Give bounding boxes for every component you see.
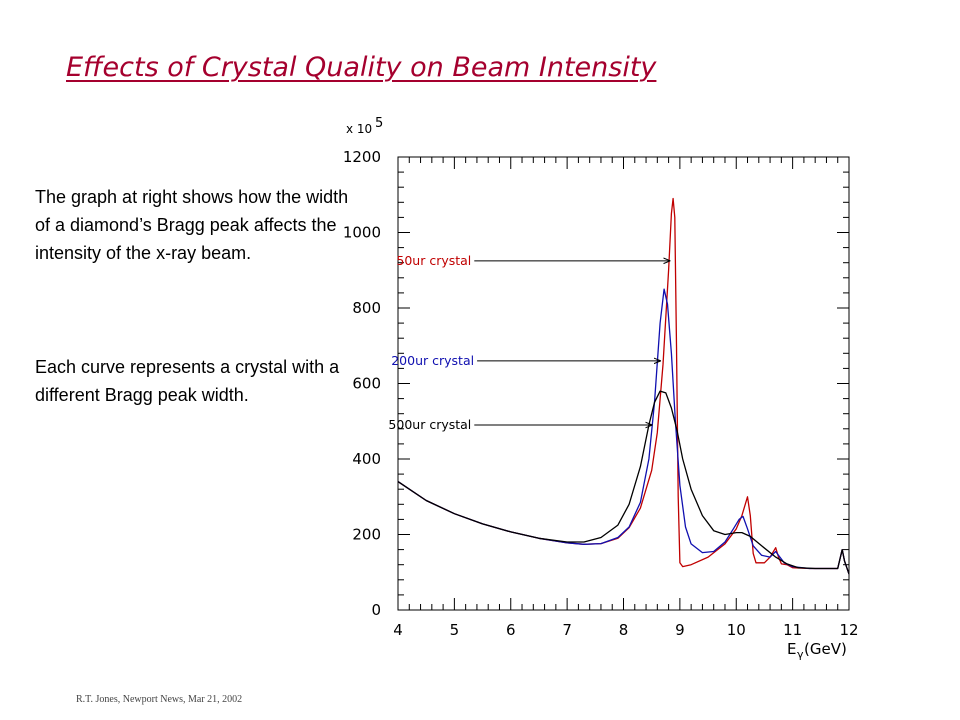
x-axis-label-subscript: γ <box>797 648 804 661</box>
x-tick-label: 11 <box>783 621 802 639</box>
series-line-2 <box>398 288 849 575</box>
series-label-1: 50ur crystal <box>396 253 471 268</box>
plot-frame <box>397 156 850 611</box>
series-label-2: 200ur crystal <box>391 353 474 368</box>
x-tick-label: 10 <box>727 621 746 639</box>
y-tick-label: 1200 <box>343 148 381 166</box>
series-line-3 <box>398 390 849 575</box>
y-multiplier-label: x 10 <box>346 122 372 136</box>
x-tick-label: 6 <box>506 621 516 639</box>
y-tick-label: 1000 <box>343 224 381 242</box>
description-paragraph-2: Each curve represents a crystal with a d… <box>35 357 340 405</box>
y-tick-label: 200 <box>352 526 381 544</box>
x-tick-label: 5 <box>450 621 460 639</box>
x-tick-label: 4 <box>393 621 403 639</box>
slide-title: Effects of Crystal Quality on Beam Inten… <box>66 52 657 83</box>
y-multiplier-exponent: 5 <box>375 116 383 131</box>
x-tick-label: 7 <box>562 621 572 639</box>
x-tick-label: 12 <box>839 621 858 639</box>
x-axis-label-unit: (GeV) <box>804 640 847 658</box>
x-axis-label: E <box>787 640 796 658</box>
y-tick-label: 800 <box>352 299 381 317</box>
x-tick-label: 9 <box>675 621 685 639</box>
y-tick-label: 400 <box>352 450 381 468</box>
y-tick-label: 600 <box>352 375 381 393</box>
y-tick-label: 0 <box>371 601 381 619</box>
series-label-3: 500ur crystal <box>388 417 471 432</box>
description-paragraph-1: The graph at right shows how the width o… <box>35 187 349 263</box>
footer-credit: R.T. Jones, Newport News, Mar 21, 2002 <box>76 694 243 705</box>
x-tick-label: 8 <box>619 621 629 639</box>
